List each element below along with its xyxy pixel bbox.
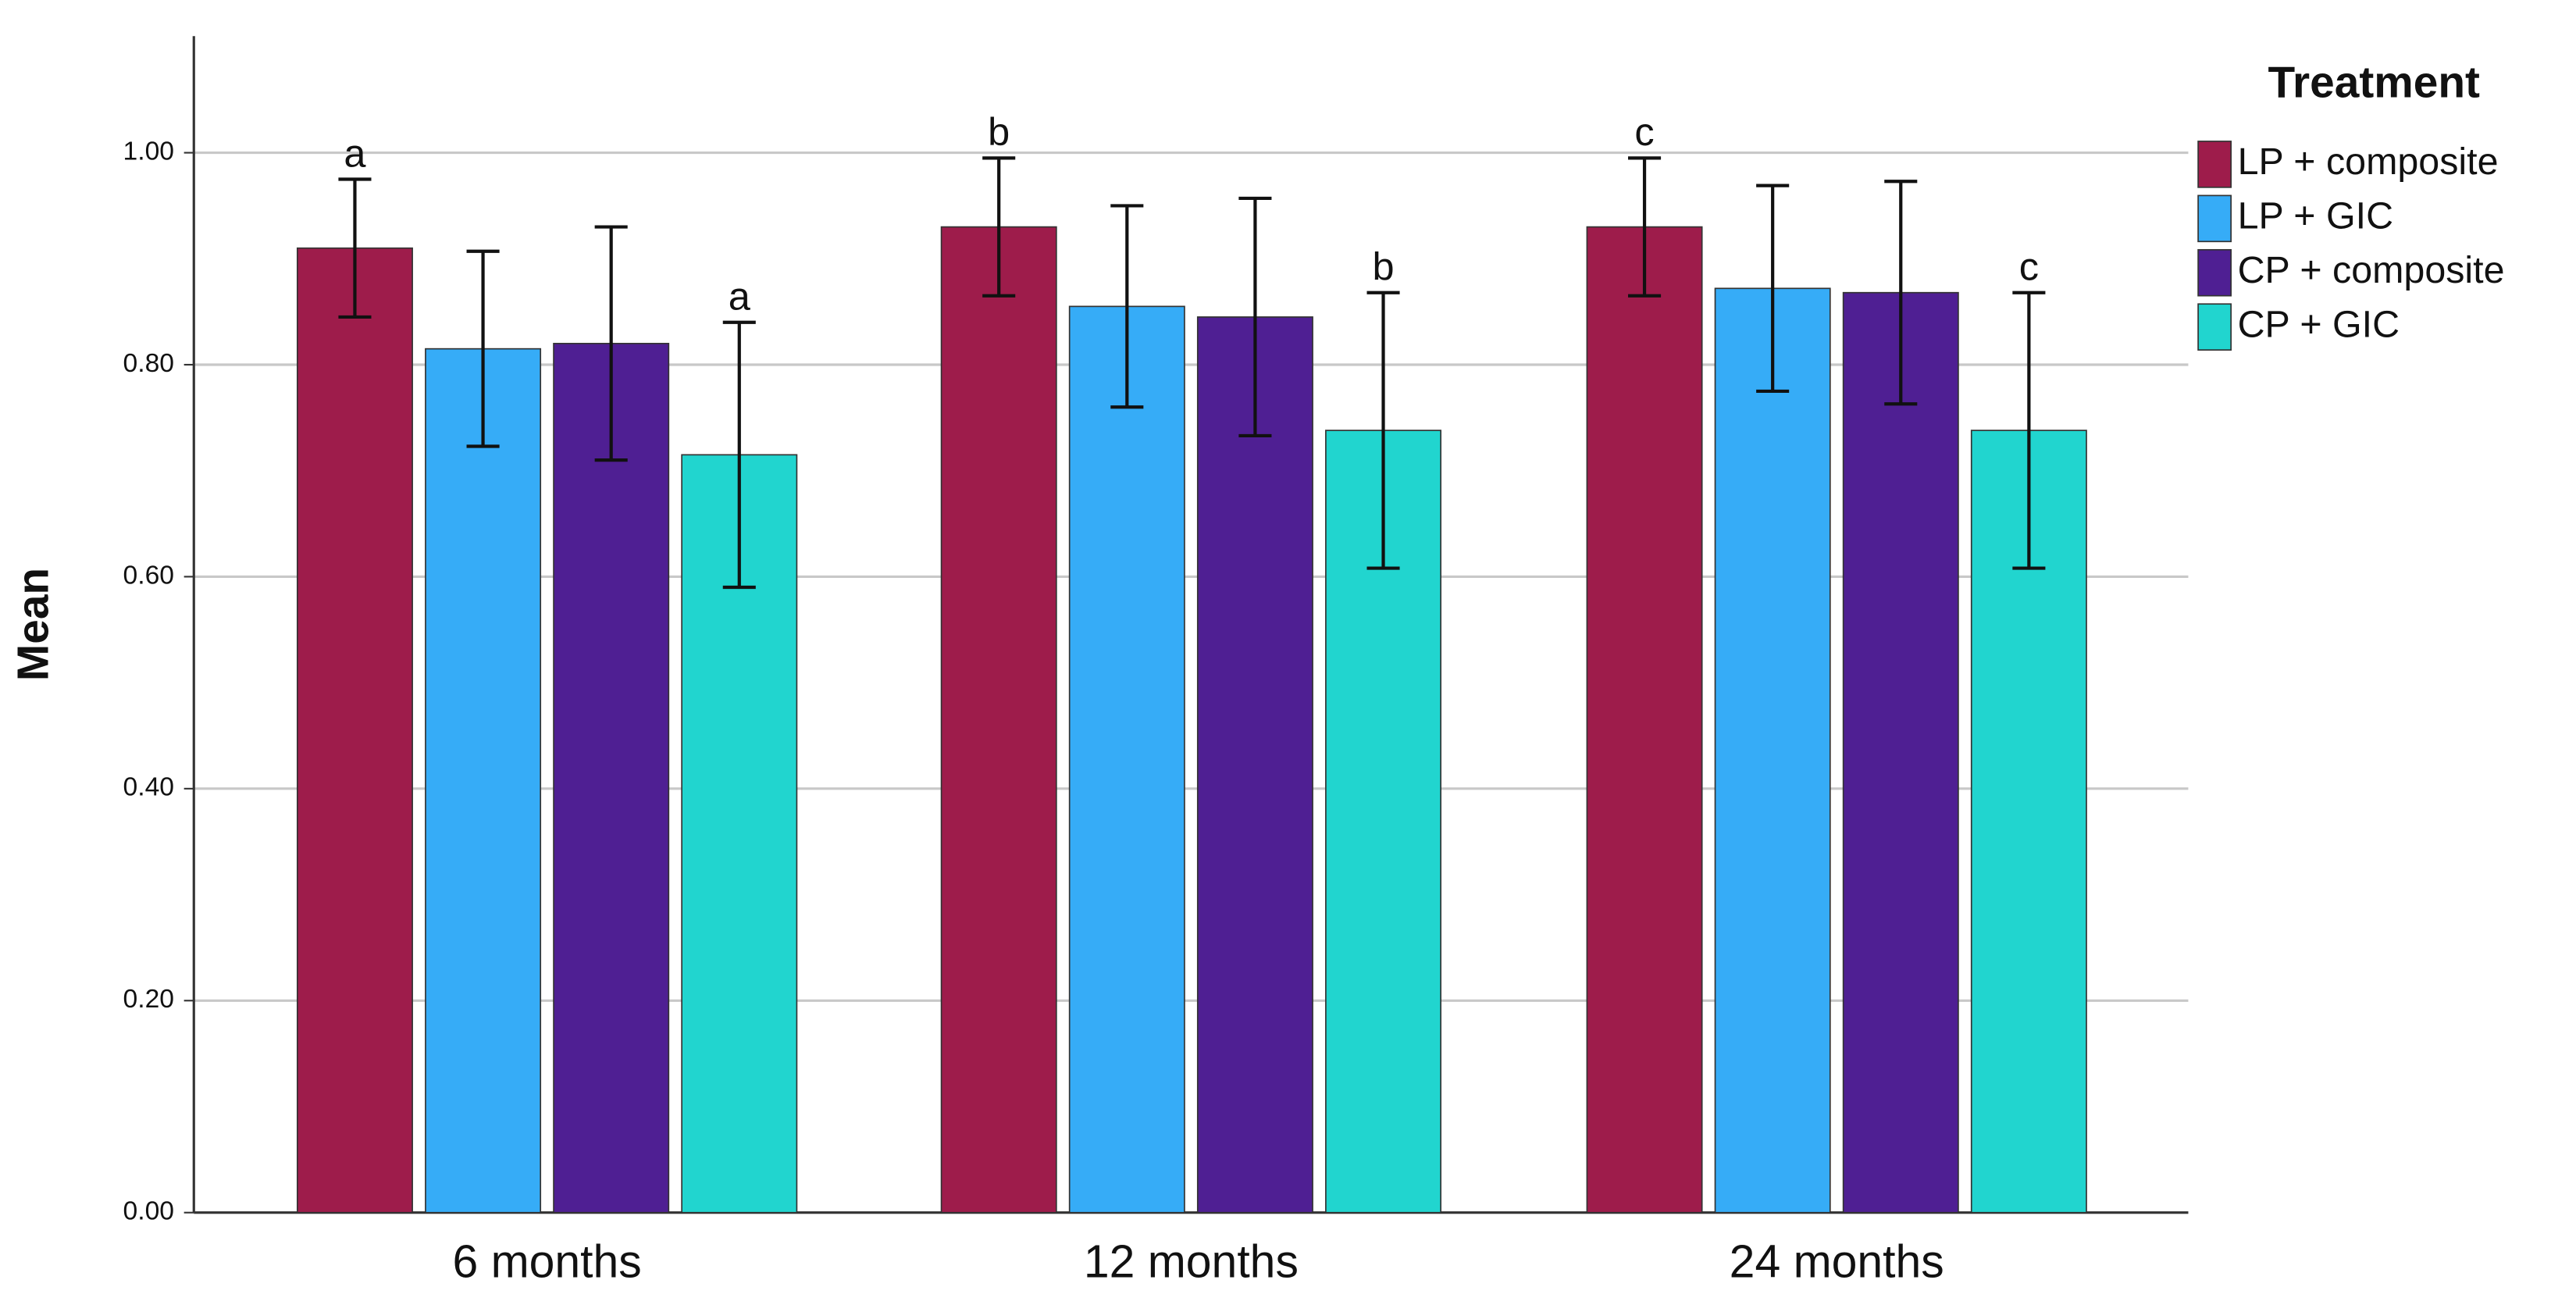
bar [1714,287,1831,1214]
legend-label: CP + GIC [2238,303,2400,345]
legend-swatch [2197,303,2232,351]
annotation: a [344,130,366,175]
bar [1196,316,1313,1214]
annotation: b [988,109,1010,154]
legend-label: LP + GIC [2238,195,2393,237]
legend-label: CP + composite [2238,249,2505,291]
x-tick-label: 12 months [1084,1237,1299,1288]
y-tick-label: 1.00 [123,137,175,166]
legend-swatch [2197,248,2232,297]
y-tick-label: 0.00 [123,1197,175,1226]
bar [940,226,1057,1214]
bar [1068,305,1185,1214]
x-tick-label: 6 months [452,1237,641,1288]
legend-title: Treatment [2268,58,2480,107]
bar [553,343,670,1214]
bar [425,348,542,1214]
y-tick-label: 0.40 [123,773,175,802]
x-tick-label: 24 months [1730,1237,1944,1288]
annotation: c [1634,109,1654,154]
y-tick-label: 0.80 [123,349,175,378]
legend-swatch [2197,141,2232,188]
legend-swatch [2197,194,2232,243]
annotation: a [729,274,751,319]
annotation: b [1372,244,1394,289]
bar [1586,226,1703,1214]
bar [1842,291,1959,1214]
y-tick-label: 0.60 [123,561,175,590]
annotation: c [2019,244,2039,289]
bar [296,247,413,1214]
legend-label: LP + composite [2238,141,2499,183]
y-axis-label: Mean [9,568,58,681]
y-tick-label: 0.20 [123,985,175,1014]
